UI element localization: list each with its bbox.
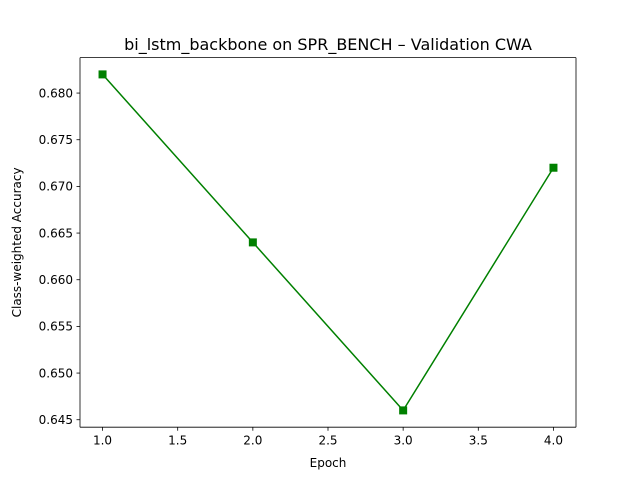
data-point-marker (549, 163, 558, 172)
plot-area (80, 57, 576, 428)
series-layer (98, 70, 558, 415)
data-point-marker (98, 70, 107, 79)
x-tick-label: 3.0 (394, 434, 413, 448)
y-tick-label: 0.650 (39, 366, 73, 380)
y-tick-label: 0.665 (39, 226, 73, 240)
x-tick-label: 1.5 (168, 434, 187, 448)
data-point-marker (399, 406, 408, 415)
y-tick-label: 0.680 (39, 86, 73, 100)
y-tick-label: 0.655 (39, 320, 73, 334)
x-tick-label: 4.0 (544, 434, 563, 448)
x-tick-label: 1.0 (93, 434, 112, 448)
x-tick-label: 3.5 (469, 434, 488, 448)
x-tick-label: 2.5 (318, 434, 337, 448)
y-tick-label: 0.645 (39, 413, 73, 427)
y-axis-label: Class-weighted Accuracy (10, 167, 24, 317)
x-axis-label: Epoch (310, 456, 347, 470)
y-tick-label: 0.660 (39, 273, 73, 287)
data-point-marker (248, 238, 257, 247)
y-tick-label: 0.675 (39, 133, 73, 147)
chart-title: bi_lstm_backbone on SPR_BENCH – Validati… (124, 35, 532, 55)
y-axis-ticks: 0.645 0.650 0.655 0.660 0.665 0.670 0.675 0.680 (39, 86, 80, 427)
x-tick-label: 2.0 (243, 434, 262, 448)
x-axis-ticks: 1.0 1.5 2.0 2.5 3.0 3.5 4.0 (93, 427, 563, 448)
y-tick-label: 0.670 (39, 180, 73, 194)
series-line (101, 73, 555, 412)
